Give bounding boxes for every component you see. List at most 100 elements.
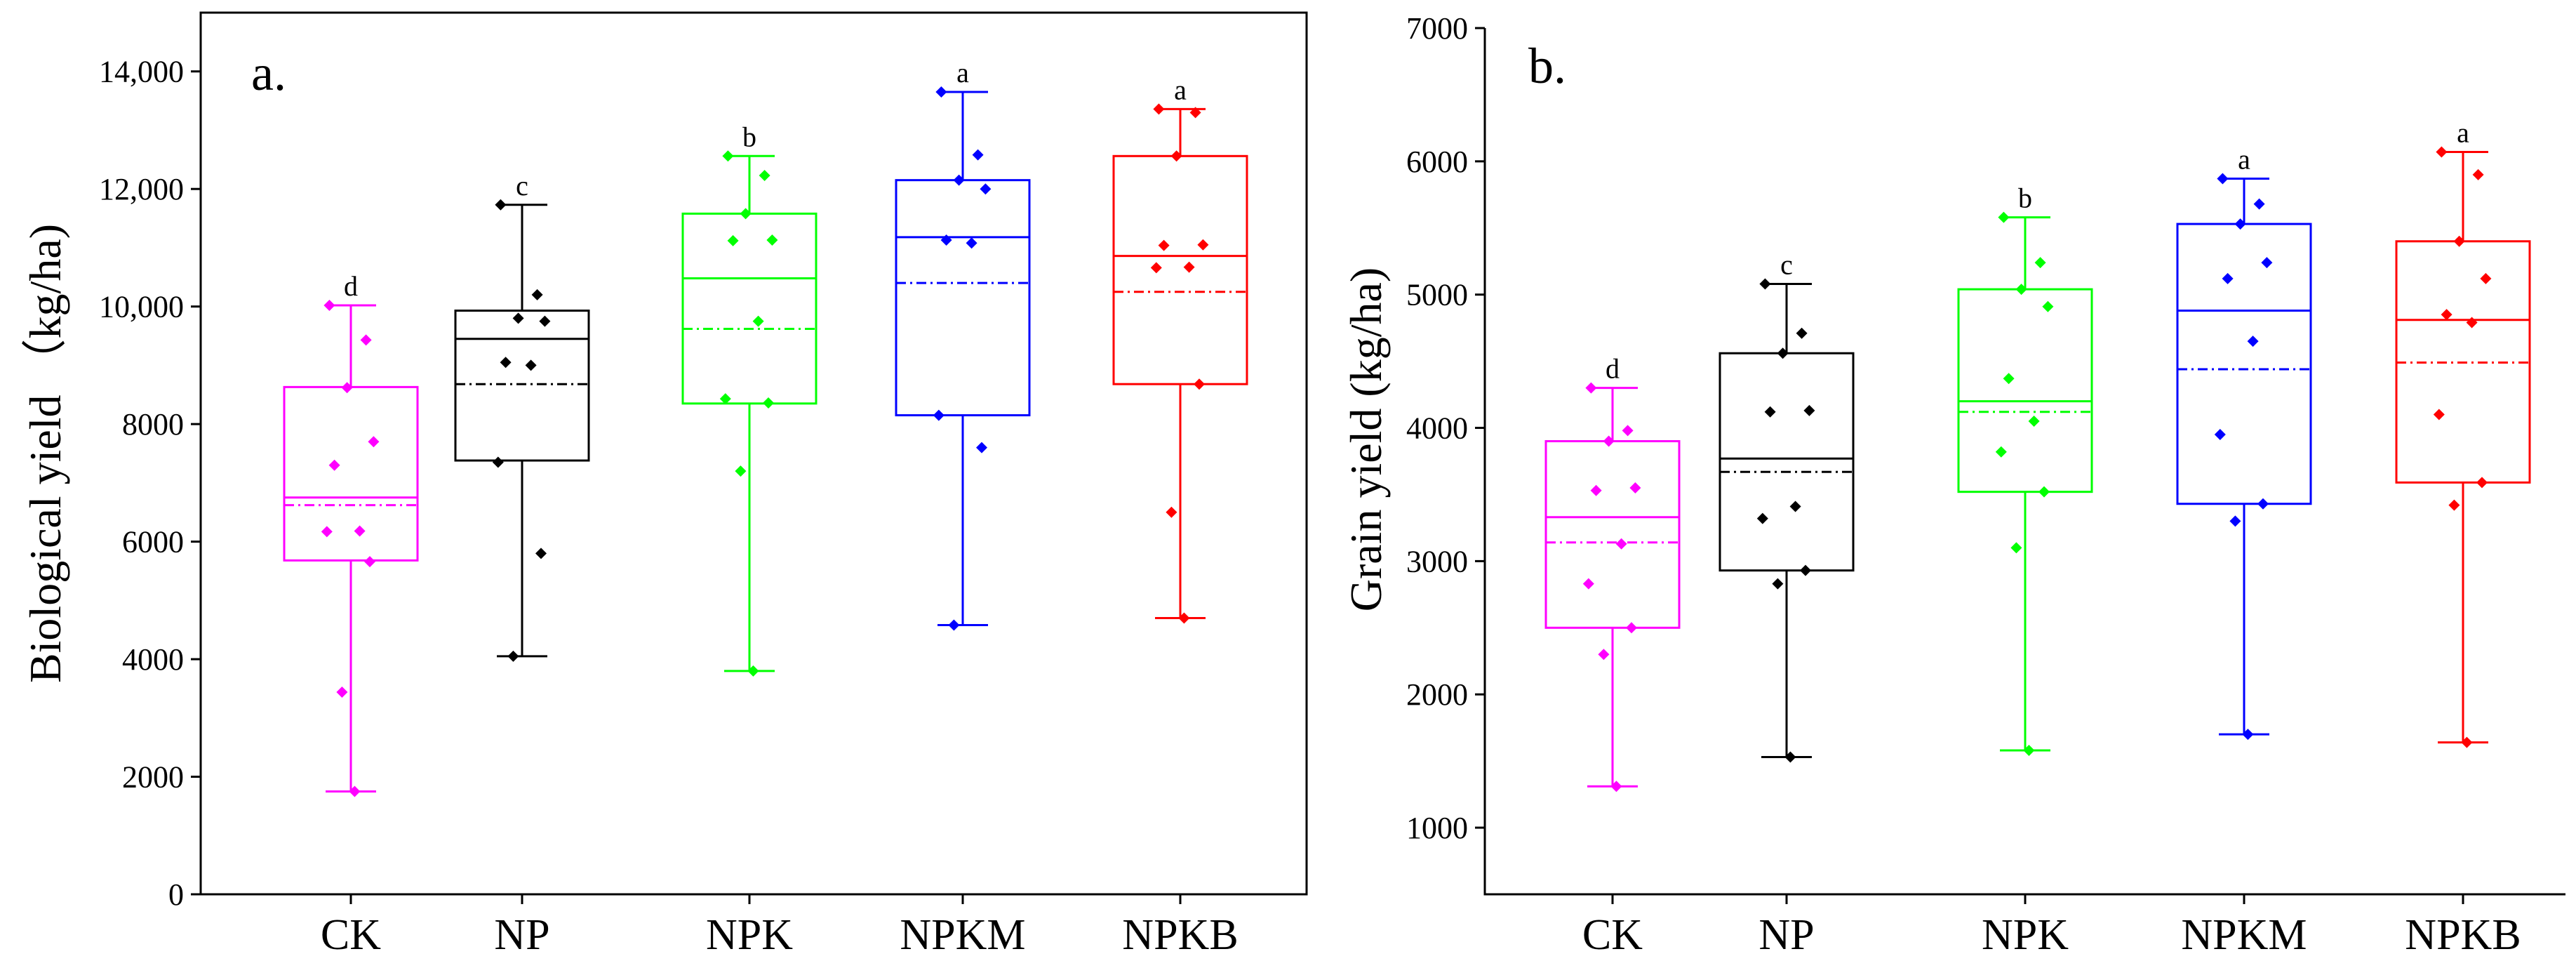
- panel-b-np-box: [1719, 352, 1855, 572]
- panel-b-np-data-point: [1759, 278, 1771, 290]
- panel-a-npk-data-point: [759, 169, 770, 181]
- panel-a-ck-data-point: [349, 785, 361, 797]
- panel-a-npk-data-point: [763, 397, 774, 409]
- panel-b-npkb-data-point: [2461, 736, 2473, 748]
- panel-a-npkm-significance-letter: a: [956, 57, 969, 88]
- panel-b-npkm-data-point: [2242, 729, 2254, 741]
- panel-b-np-data-point: [1764, 406, 1776, 418]
- panel-b-y-ticks: 1000 2000 3000 4000 5000 6000 7000: [1406, 11, 1485, 845]
- panel-a-np-data-point: [512, 312, 524, 324]
- panel-b-np-data-point: [1800, 564, 1811, 576]
- panel-b-npkb-data-point: [2448, 499, 2460, 511]
- panel-a-npk-data-point: [747, 665, 759, 677]
- panel-b-x-ticks: CK NP NPK NPKM NPKB: [1582, 894, 2521, 959]
- panel-b-y-tick-label: 4000: [1406, 411, 1468, 446]
- panel-b-np-data-point: [1784, 751, 1796, 763]
- panel-b-boxes: d c b a a: [1544, 117, 2531, 793]
- panel-b-y-tick-label: 5000: [1406, 278, 1468, 312]
- panel-a-y-axis-title: Biological yield （kg/ha): [20, 224, 70, 683]
- panel-b-np-data-point: [1803, 404, 1815, 416]
- panel-b-npkm-data-point: [2253, 198, 2265, 210]
- panel-b-npk-data-point: [2038, 486, 2050, 498]
- panel-b-np-data-point: [1772, 578, 1784, 590]
- panel-b-npk-data-point: [2003, 373, 2015, 385]
- panel-a-x-tick-label-npk: NPK: [706, 911, 793, 959]
- panel-a-npk-significance-letter: b: [742, 121, 756, 152]
- panel-b-npkm-data-point: [2247, 336, 2259, 347]
- panel-a-y-tick-label: 8000: [122, 407, 184, 442]
- panel-b-npk-box-group: b: [1957, 183, 2093, 756]
- panel-a-npkb-box: [1112, 154, 1248, 385]
- panel-a-npk-data-point: [719, 393, 731, 405]
- panel-a-x-ticks: CK NP NPK NPKM NPKB: [321, 894, 1239, 959]
- panel-a-ck-data-point: [364, 556, 375, 568]
- panel-b-ck-box: [1544, 440, 1681, 629]
- panel-b-npk-data-point: [1995, 446, 2007, 458]
- panel-b-y-tick-label: 2000: [1406, 677, 1468, 712]
- panel-a-x-tick-label-np: NP: [494, 911, 549, 959]
- panel-a-npkb-data-point: [1150, 262, 1162, 274]
- panel-b-x-tick-label-np: NP: [1759, 911, 1814, 959]
- panel-b-npkb-data-point: [2466, 317, 2478, 329]
- panel-a-x-tick-label-npkm: NPKM: [900, 911, 1025, 959]
- panel-a-npkm-data-point: [980, 183, 992, 195]
- panel-b-y-tick-label: 3000: [1406, 544, 1468, 578]
- panel-a-ck-box: [283, 385, 419, 562]
- panel-a-plot-frame: [199, 11, 1308, 896]
- panel-b-npkb-data-point: [2441, 309, 2452, 321]
- panel-b-npk-data-point: [1998, 211, 2010, 223]
- panel-b-np-data-point: [1789, 500, 1801, 512]
- panel-b-npkm-data-point: [2234, 218, 2246, 230]
- panel-b-np-box-group: c: [1719, 249, 1855, 763]
- panel-b-ck-significance-letter: d: [1606, 353, 1620, 385]
- panel-a-np-data-point: [539, 315, 551, 327]
- panel-b-ck-data-point: [1615, 538, 1627, 550]
- panel-a-npkm-box: [895, 179, 1031, 417]
- panel-a-label: a.: [251, 45, 286, 101]
- panel-b-np-significance-letter: c: [1780, 249, 1793, 281]
- panel-b-npkb-box-group: a: [2395, 117, 2531, 748]
- panel-a-ck-box-group: d: [283, 270, 419, 797]
- panel-a-npkb-data-point: [1189, 107, 1201, 119]
- panel-b-ck-data-point: [1610, 781, 1622, 793]
- panel-b-npkb-data-point: [2453, 235, 2465, 247]
- panel-b-ck-box-group: d: [1544, 353, 1681, 793]
- panel-b-npkm-data-point: [2257, 498, 2269, 510]
- panel-b-npkm-data-point: [2214, 429, 2226, 441]
- panel-b-npkm-data-point: [2261, 257, 2273, 269]
- panel-a-np-data-point: [525, 359, 537, 371]
- panel-a-npkm-data-point: [953, 174, 965, 186]
- panel-a-np-data-point: [535, 548, 547, 559]
- panel-a-npkb-data-point: [1158, 239, 1170, 251]
- panel-b-ck-data-point: [1585, 382, 1597, 394]
- panel-a-npkb-data-point: [1166, 506, 1177, 518]
- panel-a-npkm-box-group: a: [895, 57, 1031, 631]
- panel-a-npkm-data-point: [948, 619, 960, 631]
- panel-b-x-tick-label-npkm: NPKM: [2181, 911, 2307, 959]
- panel-b-npkb-significance-letter: a: [2457, 117, 2469, 149]
- panel-b-ck-data-point: [1626, 622, 1637, 634]
- panel-b-npk-data-point: [2010, 542, 2022, 554]
- panel-a-npkm-data-point: [972, 149, 984, 161]
- panel-a-np-data-point: [531, 289, 543, 300]
- panel-a-y-tick-label: 0: [168, 877, 184, 912]
- panel-a-y-tick-label: 10,000: [99, 290, 184, 324]
- panel-a-y-tick-label: 14,000: [99, 55, 184, 89]
- panel-b-npkb-data-point: [2433, 409, 2445, 420]
- panel-a-np-significance-letter: c: [516, 170, 528, 201]
- panel-b-axis-lines: [1483, 28, 2565, 896]
- panel-a-ck-data-point: [328, 459, 340, 471]
- panel-b-npkm-data-point: [2217, 173, 2229, 185]
- panel-b-ck-data-point: [1629, 482, 1641, 493]
- panel-a-npkb-data-point: [1197, 239, 1209, 251]
- panel-a-y-tick-label: 6000: [122, 525, 184, 559]
- panel-a-npk-box: [681, 212, 817, 405]
- panel-b-x-tick-label-npkb: NPKB: [2405, 911, 2521, 959]
- panel-b-ck-data-point: [1598, 649, 1610, 661]
- panel-b-npkm-significance-letter: a: [2238, 144, 2250, 175]
- panel-a: a. Biological yield （kg/ha) 0 2000 4000 600…: [20, 11, 1308, 959]
- panel-a-np-data-point: [495, 199, 507, 211]
- panel-b-npkb-data-point: [2480, 272, 2492, 284]
- panel-a-npk-data-point: [752, 315, 764, 327]
- panel-b-npkb-data-point: [2476, 477, 2488, 489]
